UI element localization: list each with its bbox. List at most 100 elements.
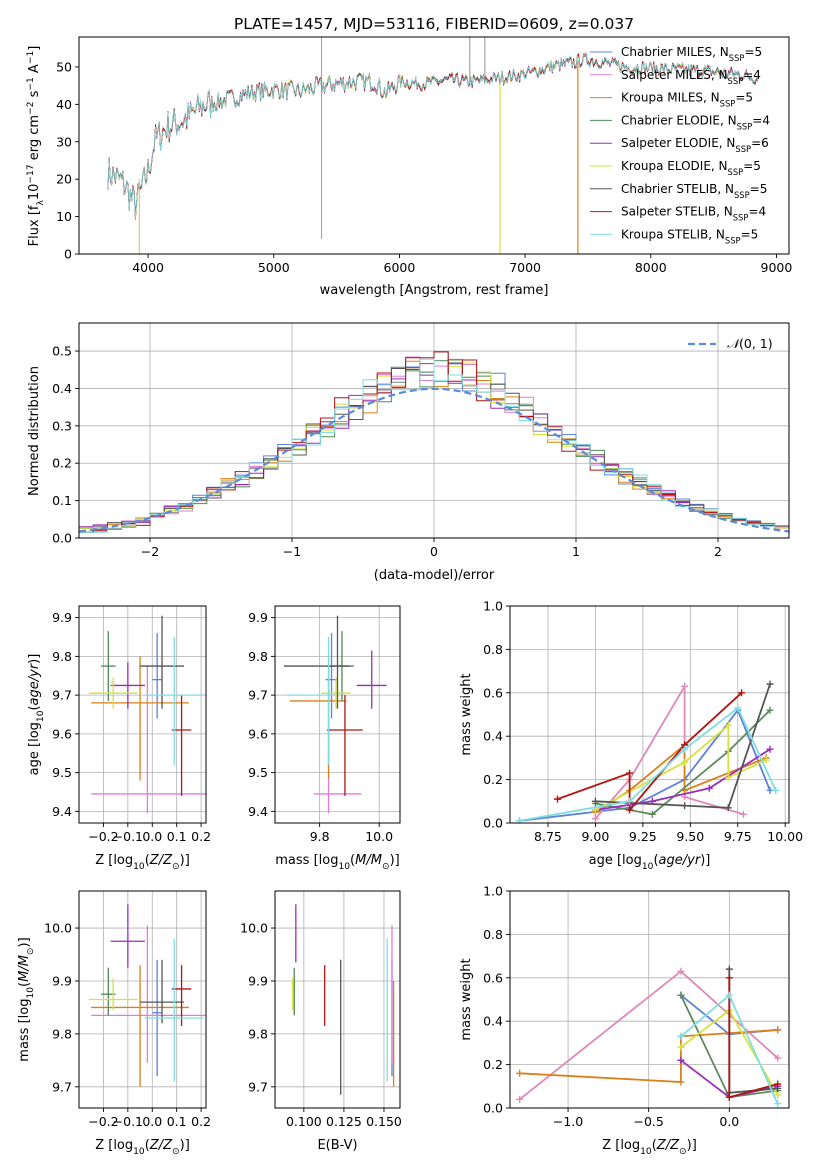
mass-weight-marker [681, 802, 689, 810]
x-tick-label: 0.2 [191, 1114, 211, 1129]
plot-area [291, 904, 395, 1095]
mass-weight-marker [774, 1091, 782, 1099]
plot-area [516, 965, 782, 1108]
x-tick-label: 1 [572, 544, 580, 559]
mass-weight-marker [734, 704, 742, 712]
x-axis-label: Z [log10(Z/Z⊙)] [95, 1138, 190, 1157]
legend-label: Kroupa STELIB, NSSP=5 [621, 227, 758, 245]
x-tick-label: −1.0 [553, 1114, 583, 1129]
plot-area [88, 904, 206, 1087]
x-axis-label: Z [log10(Z/Z⊙)] [602, 1138, 697, 1157]
mass-weight-marker [766, 680, 774, 688]
legend-label: Salpeter MILES, NSSP=4 [621, 68, 761, 86]
y-tick-label: 0.0 [483, 1101, 503, 1116]
x-tick-label: 0.100 [286, 1114, 322, 1129]
legend-label: Chabrier STELIB, NSSP=5 [621, 182, 767, 200]
x-tick-label: 0.0 [719, 1114, 739, 1129]
y-tick-label: 0.1 [52, 493, 72, 508]
y-tick-label: 9.7 [52, 688, 72, 703]
x-axis-label: wavelength [Angstrom, rest frame] [320, 283, 549, 298]
mass-weight-marker [681, 745, 689, 753]
axes-frame [78, 890, 207, 1109]
x-tick-label: 10.0 [365, 829, 393, 844]
x-tick-label: −0.2 [88, 1114, 118, 1129]
mass-weight-marker [705, 784, 713, 792]
x-tick-label: 0 [430, 544, 438, 559]
y-tick-label: 9.8 [248, 1026, 268, 1041]
y-tick-label: 40 [56, 97, 72, 112]
mass-weight-line [595, 748, 771, 811]
y-tick-label: 0.5 [52, 344, 72, 359]
mass-weight-vs-metallicity-panel: −1.0 −0.5 0.0 0.0 0.2 0.4 0.6 0.8 1.0 Z [log10(Z/… [459, 884, 790, 1157]
mass-weight-marker [553, 795, 561, 803]
mass-vs-metallicity-panel: −0.2−0.1 0.0 0.1 0.2 9.7 9.8 9.9 10.0 Z [log10(Z… [17, 890, 211, 1157]
mass-weight-marker [739, 810, 747, 818]
mass-weight-marker [626, 769, 634, 777]
x-tick-label: −1 [283, 544, 301, 559]
mass-weight-marker [725, 965, 733, 973]
axes-frame [274, 890, 401, 1109]
y-axis-label: Normed distribution [27, 366, 42, 496]
x-tick-label: −0.1 [113, 1114, 143, 1129]
x-tick-label: 9.8 [310, 829, 330, 844]
y-tick-label: 0.4 [483, 729, 503, 744]
x-tick-label: −0.2 [88, 829, 118, 844]
x-tick-label: 7000 [509, 260, 541, 275]
y-tick-label: 9.9 [52, 973, 72, 988]
figure-title: PLATE=1457, MJD=53116, FIBERID=0609, z=0… [234, 15, 634, 33]
x-tick-label: 9.00 [581, 829, 609, 844]
y-tick-label: 9.9 [248, 973, 268, 988]
mass-weight-marker [626, 806, 634, 814]
y-tick-label: 0.3 [52, 418, 72, 433]
x-tick-label: 0.0 [142, 1114, 162, 1129]
y-tick-label: 0.4 [483, 1014, 503, 1029]
mass-weight-marker [677, 1032, 685, 1040]
y-axis-label: mass [log10(M/M⊙)] [17, 937, 36, 1061]
y-tick-label: 9.6 [52, 726, 72, 741]
mass-weight-marker [724, 773, 732, 781]
y-tick-label: 30 [56, 134, 72, 149]
y-tick-label: 9.4 [248, 804, 268, 819]
x-axis-label: Z [log10(Z/Z⊙)] [95, 853, 190, 872]
mass-weight-marker [677, 1078, 685, 1086]
x-tick-label: 8.75 [534, 829, 562, 844]
spectrum-panel: 4000 5000 6000 7000 8000 9000 0 10 20 30 40 50 wavel… [26, 36, 792, 298]
mass-weight-marker [681, 682, 689, 690]
y-tick-label: 0.6 [483, 685, 503, 700]
mass-weight-marker [626, 797, 634, 805]
y-tick-label: 0 [64, 247, 72, 262]
plot-area [107, 37, 758, 254]
y-tick-label: 20 [56, 172, 72, 187]
plot-area [79, 351, 789, 538]
mass-vs-extinction-panel: 0.100 0.125 0.150 9.7 9.8 9.9 10.0 E(B-V) [240, 890, 402, 1153]
histogram-step [79, 358, 789, 538]
x-axis-label: mass [log10(M/M⊙)] [275, 853, 399, 872]
mass-weight-marker [677, 1043, 685, 1051]
y-tick-label: 9.5 [248, 765, 268, 780]
mass-weight-line [595, 683, 771, 809]
legend-label: Kroupa MILES, NSSP=5 [621, 91, 753, 109]
mass-weight-marker [591, 815, 599, 823]
x-tick-label: 4000 [132, 260, 164, 275]
mass-weight-marker [725, 1093, 733, 1101]
axes-frame [509, 890, 790, 1109]
mass-weight-marker [725, 991, 733, 999]
x-tick-label: −0.5 [634, 1114, 664, 1129]
mass-weight-marker [772, 786, 780, 794]
y-tick-label: 0.8 [483, 642, 503, 657]
axes-frame [78, 36, 790, 255]
y-tick-label: 9.7 [248, 1079, 268, 1094]
plot-area [515, 680, 780, 823]
mass-weight-marker [774, 1026, 782, 1034]
mass-weight-marker [681, 758, 689, 766]
y-tick-label: 0.4 [52, 381, 72, 396]
x-axis-label: age [log10(age/yr)] [589, 853, 711, 872]
x-tick-label: 0.2 [191, 829, 211, 844]
x-tick-label: 5000 [258, 260, 290, 275]
age-vs-mass-panel: 9.8 10.0 9.4 9.5 9.6 9.7 9.8 9.9 mass [log10(M/M… [248, 605, 401, 872]
y-tick-label: 1.0 [483, 599, 503, 614]
y-tick-label: 9.7 [52, 1079, 72, 1094]
plot-area [88, 615, 206, 814]
mass-weight-marker [516, 1095, 524, 1103]
